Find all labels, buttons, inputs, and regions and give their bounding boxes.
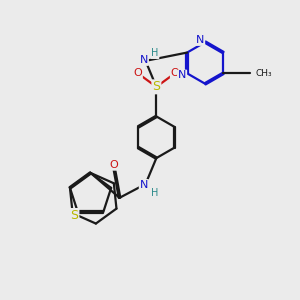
Text: O: O xyxy=(133,68,142,78)
Text: N: N xyxy=(178,70,186,80)
Text: N: N xyxy=(196,35,204,45)
Text: S: S xyxy=(152,80,160,93)
Text: O: O xyxy=(110,160,118,170)
Text: H: H xyxy=(151,188,159,198)
Text: N: N xyxy=(140,55,148,65)
Text: O: O xyxy=(171,68,179,78)
Text: CH₃: CH₃ xyxy=(255,69,272,78)
Text: N: N xyxy=(140,180,148,190)
Text: H: H xyxy=(151,48,159,58)
Text: S: S xyxy=(70,209,78,222)
